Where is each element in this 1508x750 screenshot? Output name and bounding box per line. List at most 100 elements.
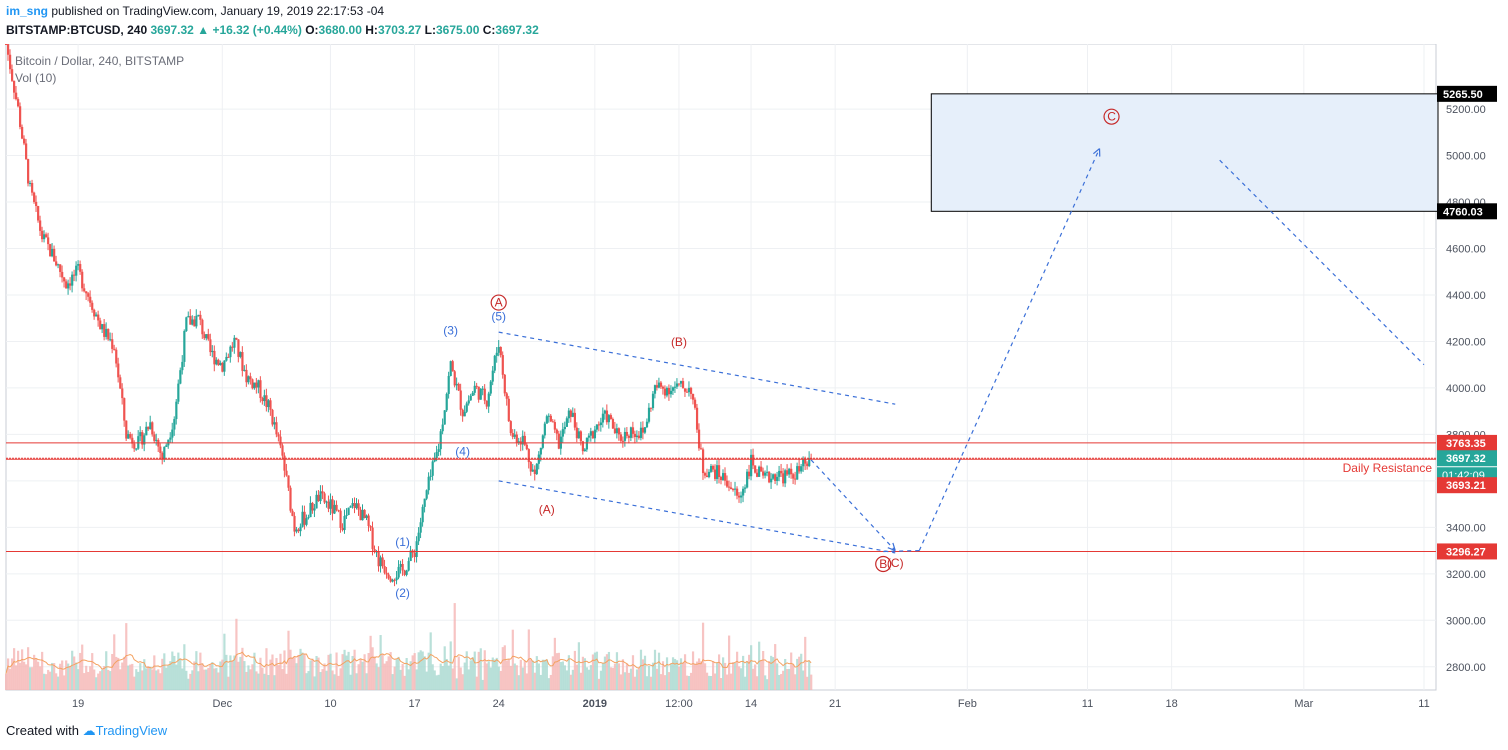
author-name[interactable]: im_sng [6,4,49,18]
candle-body [171,429,174,438]
volume-bar [477,651,480,690]
volume-bar [639,649,643,690]
volume-bar [623,672,627,690]
volume-bar [217,672,220,690]
candle-body [245,369,248,383]
price-tick-label: 3400.00 [1446,522,1486,534]
candle-body [219,362,222,365]
dashed-trendline [883,549,920,553]
candle-body [651,393,655,409]
candle-body [587,435,591,438]
volume-bar [585,667,589,690]
volume-bar [129,664,132,690]
volume-bar [437,674,440,690]
candle-body [397,566,400,578]
candle-body [183,331,186,362]
candle-body [265,395,268,408]
volume-bar [545,659,548,690]
volume-bar [91,653,94,690]
candle-body [349,506,352,508]
time-tick-label: 10 [324,698,336,710]
time-axis[interactable]: 19 Dec 10 17 24 2019 12:00 14 21 Feb 11 18 Mar 11 [72,698,1430,710]
volume-bar [681,662,685,690]
candle-body [433,458,436,462]
drawings [498,148,1425,554]
candle-body [409,550,412,562]
legend-volume: Vol (10) [15,71,56,85]
candle-body [235,337,238,340]
candle-body [553,422,556,430]
volume-bar [281,669,284,690]
volume-bar [15,665,18,690]
volume-bar [45,674,48,690]
volume-bar [595,651,599,690]
candle-body [764,472,767,476]
candle-body [367,515,370,526]
volume-bar [77,669,80,690]
volume-bar [287,630,290,690]
candle-body [599,422,603,426]
candle-body [788,468,791,475]
volume-bar [752,668,755,690]
candle-body [782,473,785,484]
candle-body [141,432,144,445]
candle-body [677,383,681,385]
candle-body [770,478,773,483]
volume-bar [29,667,32,690]
candle-body [323,493,326,503]
volume-bar [375,663,378,690]
candle-body [163,446,166,459]
volume-bar [501,647,504,690]
volume-bar [471,657,474,690]
candle-body [497,346,500,353]
candle-body [237,339,240,357]
change-up-icon: ▲ [197,23,210,37]
candle-body [27,159,30,184]
volume-bar [782,670,785,690]
footer-brand[interactable]: TradingView [95,723,168,738]
candle-body [107,328,110,340]
volume-bar [806,676,809,690]
volume-bar [49,671,52,690]
candle-body [147,426,150,430]
candle-body [780,470,783,474]
candle-body [748,471,751,477]
volume-bar [297,654,300,690]
zone-price-tag [1437,85,1497,102]
volume-bar [5,673,8,690]
candle-body [127,434,130,439]
candle-body [103,324,106,337]
price-axis[interactable]: 2800.003000.003200.003400.003600.003800.… [1437,85,1497,674]
price-chart[interactable]: Daily Resistance (1)(2)(3)(4)(5)A(A)(B)(… [0,44,1508,720]
candle-body [429,475,432,477]
volume-bar [323,663,326,690]
candle-body [720,476,723,481]
volume-bar [121,662,124,690]
volume-bar [507,658,510,690]
volume-bar [707,675,711,690]
candle-body [353,503,356,508]
volume-bar [179,658,182,690]
projection-arrowhead [1093,148,1101,157]
candle-body [579,431,583,442]
candle-body [790,468,793,475]
volume-bar [583,658,587,690]
volume-bar [309,660,312,690]
volume-bar [283,650,286,690]
candle-body [635,435,639,438]
volume-bar [191,670,194,690]
candle-body [681,381,685,389]
wave-label: (3) [443,323,458,337]
volume-bar [748,654,751,690]
candle-body [525,444,528,450]
volume-bar [659,674,663,690]
candle-body [343,515,346,531]
candle-body [605,410,609,423]
volume-bar [754,664,757,690]
dashed-trendline [498,480,896,554]
volume-bar [83,673,86,690]
candle-body [101,324,104,330]
volume-bar [239,656,242,690]
volume-bar [697,658,701,690]
volume-bar [513,663,516,690]
